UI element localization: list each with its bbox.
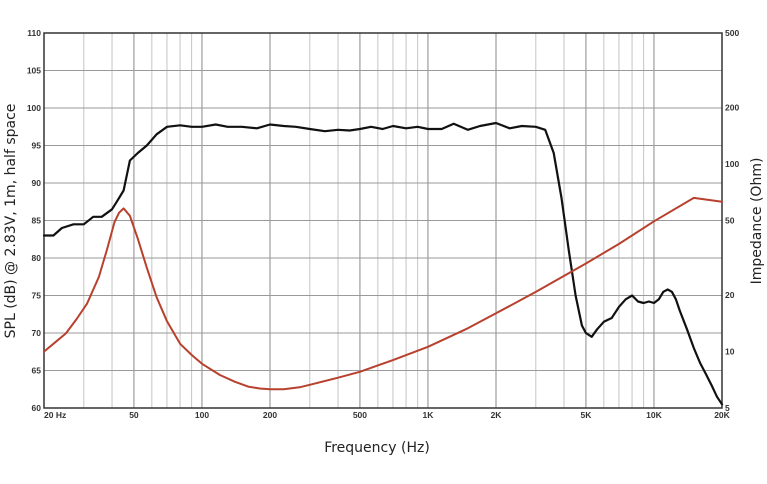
y-right-tick-label: 50 (725, 216, 735, 226)
x-tick-labels: 20 Hz 50 100 200 500 1K 2K 5K 10K 20K (44, 410, 731, 420)
y-left-tick-labels: 60 65 70 75 80 85 90 95 100 105 110 (27, 28, 41, 413)
x-tick-label: 10K (646, 410, 662, 420)
y-right-tick-labels: 5 10 20 50 100 200 500 (725, 28, 739, 413)
y-left-tick-label: 75 (32, 291, 42, 301)
x-tick-label: 20K (714, 410, 730, 420)
x-tick-label: 500 (353, 410, 367, 420)
x-axis-title: Frequency (Hz) (324, 440, 430, 456)
x-tick-label: 200 (263, 410, 277, 420)
x-tick-label: 2K (491, 410, 503, 420)
x-tick-label: 1K (423, 410, 435, 420)
series-layer (42, 121, 724, 406)
plot-frame (43, 32, 723, 409)
grid-major (43, 32, 723, 409)
y-right-tick-label: 500 (725, 28, 739, 38)
y-left-tick-label: 95 (32, 141, 42, 151)
y-left-tick-label: 80 (32, 253, 42, 263)
y-right-tick-label: 5 (725, 403, 730, 413)
y-left-tick-label: 85 (32, 216, 42, 226)
x-tick-label: 100 (195, 410, 209, 420)
y-right-tick-label: 20 (725, 290, 735, 300)
y-left-tick-label: 65 (32, 366, 42, 376)
y-left-tick-label: 70 (32, 328, 42, 338)
y-right-tick-label: 200 (725, 103, 739, 113)
impedance-curve (43, 196, 723, 391)
y-right-tick-label: 10 (725, 347, 735, 357)
y-left-axis-title: SPL (dB) @ 2.83V, 1m, half space (3, 104, 19, 339)
x-tick-label: 20 Hz (44, 410, 66, 420)
y-left-tick-label: 90 (32, 178, 42, 188)
x-tick-label: 5K (580, 410, 592, 420)
y-right-axis-title: Impedance (Ohm) (749, 158, 765, 285)
x-tick-label: 50 (129, 410, 139, 420)
spl-curve (42, 121, 724, 406)
y-left-tick-label: 100 (27, 103, 41, 113)
y-left-tick-label: 105 (27, 66, 41, 76)
y-left-tick-label: 60 (32, 403, 42, 413)
y-right-tick-label: 100 (725, 159, 739, 169)
y-left-tick-label: 110 (27, 28, 41, 38)
